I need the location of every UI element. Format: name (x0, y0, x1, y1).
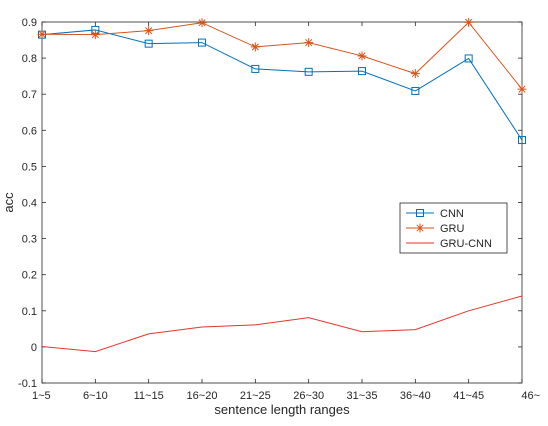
y-tick-label: 0.3 (22, 234, 37, 246)
data-point (464, 54, 473, 63)
asterisk-marker (197, 18, 207, 28)
data-point (251, 64, 260, 73)
series-layer (37, 17, 527, 353)
y-tick-label: 0.1 (22, 306, 37, 318)
x-tick-label: 26~30 (293, 390, 324, 402)
data-point (517, 84, 527, 94)
y-tick-label: 0.9 (22, 17, 37, 29)
y-tick-label: 0.6 (22, 125, 37, 137)
y-tick-label: 0.4 (22, 198, 37, 210)
y-axis-label: acc (1, 192, 16, 213)
asterisk-stroke (358, 52, 366, 60)
asterisk-marker (415, 223, 425, 233)
asterisk-marker (250, 42, 260, 52)
asterisk-marker (90, 30, 100, 40)
asterisk-stroke (198, 19, 206, 27)
series-line (41, 21, 523, 90)
data-point (410, 69, 420, 79)
series-gru-cnn (41, 295, 523, 353)
asterisk-stroke (145, 27, 153, 35)
data-point (250, 42, 260, 52)
x-tick-label: 41~45 (453, 390, 484, 402)
legend: CNN GRU GRU-CNN (399, 202, 508, 254)
x-tick-label: 21~25 (240, 390, 271, 402)
x-tick-label: 6~10 (83, 390, 108, 402)
square-marker (251, 64, 260, 73)
asterisk-stroke (416, 224, 424, 232)
series-cnn (38, 25, 526, 145)
square-marker (198, 38, 206, 47)
x-tick-label: 46~ (521, 390, 540, 402)
data-point (144, 26, 154, 36)
legend-item: GRU (406, 223, 465, 235)
plot-frame (41, 21, 523, 384)
y-tick-label: -0.1 (18, 378, 37, 390)
x-tick-label: 16~20 (187, 390, 218, 402)
series-line (41, 29, 523, 141)
data-point (144, 39, 153, 48)
data-point (197, 18, 207, 28)
y-tick-label: 0 (31, 342, 37, 354)
asterisk-stroke (251, 43, 259, 51)
data-point (411, 86, 420, 95)
y-tick-label: 0.8 (22, 53, 37, 65)
square-marker (464, 54, 473, 63)
data-point (198, 38, 206, 47)
asterisk-marker (37, 29, 47, 39)
y-tick-label: 0.7 (22, 89, 37, 101)
asterisk-stroke (411, 70, 419, 78)
legend-label: GRU (440, 223, 465, 235)
square-marker (411, 86, 420, 95)
x-axis: 1~5 6~10 11~15 16~20 21~25 26~30 31~35 36~40 41~… (32, 22, 540, 402)
x-tick-label: 1~5 (32, 390, 51, 402)
asterisk-marker (304, 38, 314, 48)
series-line (41, 295, 523, 353)
square-marker (416, 209, 424, 217)
asterisk-marker (464, 17, 474, 27)
asterisk-stroke (518, 85, 526, 93)
square-marker (518, 136, 526, 145)
legend-label: GRU-CNN (440, 238, 492, 250)
x-tick-label: 36~40 (400, 390, 431, 402)
data-point (37, 29, 47, 39)
asterisk-stroke (305, 39, 313, 47)
square-marker (358, 67, 366, 76)
plot-border (41, 21, 523, 384)
data-point (518, 136, 526, 145)
data-point (464, 17, 474, 27)
data-point (357, 51, 367, 61)
asterisk-stroke (91, 31, 99, 39)
asterisk-marker (144, 26, 154, 36)
asterisk-marker (357, 51, 367, 61)
series-gru (37, 17, 527, 94)
x-tick-label: 31~35 (347, 390, 378, 402)
legend-label: CNN (440, 208, 464, 220)
x-axis-label: sentence length ranges (214, 402, 350, 417)
asterisk-stroke (465, 18, 473, 26)
square-marker (144, 39, 153, 48)
y-tick-label: 0.2 (22, 270, 37, 282)
data-point (358, 67, 366, 76)
data-point (304, 67, 313, 76)
legend-item: GRU-CNN (406, 238, 492, 250)
square-marker (304, 67, 313, 76)
y-tick-label: 0.5 (22, 161, 37, 173)
asterisk-stroke (38, 30, 46, 38)
legend-item: CNN (406, 208, 464, 220)
asterisk-marker (410, 69, 420, 79)
data-point (90, 30, 100, 40)
asterisk-marker (517, 84, 527, 94)
x-tick-label: 11~15 (134, 390, 164, 402)
data-point (304, 38, 314, 48)
y-axis: -0.1 0 0.1 0.2 0.3 0.4 0.5 0.6 0.7 0.8 0.9 (18, 17, 522, 390)
